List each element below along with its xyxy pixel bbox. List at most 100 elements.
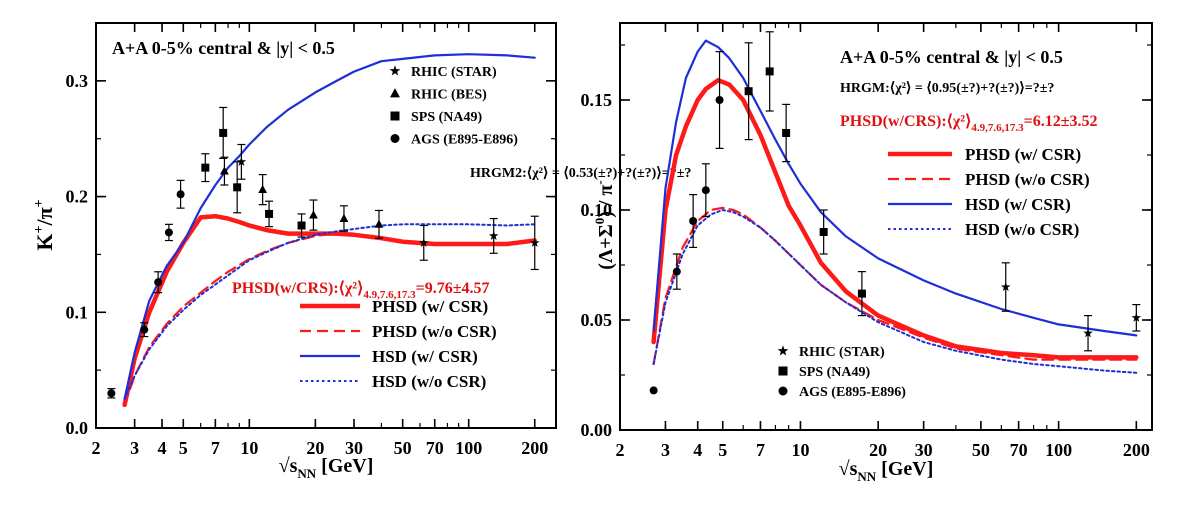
x-tick-label: 5 (718, 440, 727, 460)
data-point-triangle (309, 210, 318, 219)
data-points (107, 106, 540, 399)
x-axis-label: √sNN [GeV] (279, 455, 374, 481)
x-tick-label: 50 (972, 440, 990, 460)
y-axis-label: K+/π+ (32, 199, 57, 250)
y-tick-label: 0.0 (66, 418, 89, 438)
legend-label: HSD (w/ CSR) (965, 195, 1071, 214)
panel-right: 2 3 4 5 7 10 20 30 50 70 100 200 0.00 0.05 0.10 0.15 A+A… (581, 22, 1153, 484)
legend-marker-circle (778, 386, 788, 396)
legend-label: RHIC (STAR) (411, 65, 497, 80)
y-tick-label: 0.05 (581, 310, 613, 330)
legend-label: RHIC (BES) (411, 88, 487, 103)
x-axis-label: √sNN [GeV] (839, 458, 934, 484)
x-tick-label: 7 (756, 440, 765, 460)
legend-label: AGS (E895-E896) (411, 133, 518, 148)
data-point-circle (154, 278, 163, 287)
x-tick-label: 50 (394, 438, 412, 458)
data-point-star (1000, 282, 1011, 292)
hrgm-annotation: HRGM2:⟨χ²⟩ = ⟨0.53(±?)+?(±?)⟩=?±? (470, 166, 691, 181)
data-point-circle (672, 267, 681, 276)
x-tick-label: 3 (130, 438, 139, 458)
legend-label: HSD (w/o CSR) (372, 372, 486, 391)
y-tick-label: 0.00 (581, 420, 613, 440)
data-point-square (201, 163, 210, 172)
plot-frame (95, 22, 557, 429)
y-tick-label: 0.10 (581, 200, 613, 220)
legend-marker-triangle (390, 88, 400, 98)
data-point-square (765, 67, 774, 76)
legend-label: PHSD (w/ CSR) (965, 145, 1081, 164)
series-line-phsd-w-csr (651, 77, 1139, 360)
data-point-circle (164, 228, 173, 237)
series-line-phsd-w-o-csr (652, 206, 1138, 366)
y-tick-label: 0.15 (581, 90, 613, 110)
legend-marker-square (390, 111, 400, 121)
data-point-circle (176, 190, 185, 199)
series-line-hsd-w-csr (123, 53, 536, 401)
data-point-star (529, 237, 540, 247)
data-point-square (744, 87, 753, 96)
data-point-circle (649, 386, 658, 395)
legend-label: PHSD (w/ CSR) (372, 297, 488, 316)
y-tick-label: 0.1 (66, 302, 89, 322)
data-point-star (1083, 328, 1093, 338)
y-tick-label: 0.2 (66, 187, 89, 207)
x-tick-label: 30 (345, 438, 363, 458)
data-point-star (236, 156, 247, 166)
plot-frame (619, 22, 1153, 431)
x-tick-label: 4 (693, 440, 702, 460)
legend-marker-star (389, 65, 401, 76)
x-tick-label: 20 (306, 438, 324, 458)
x-tick-label: 30 (915, 440, 933, 460)
x-tick-label: 70 (426, 438, 444, 458)
x-tick-label: 200 (1123, 440, 1150, 460)
data-point-square (297, 221, 306, 230)
chart-title: A+A 0-5% central & |y| < 0.5 (840, 47, 1063, 67)
data-point-circle (701, 186, 710, 195)
data-point-square (233, 183, 242, 192)
legend-label: AGS (E895-E896) (799, 385, 906, 400)
phsd-chi2-annotation: PHSD(w/CRS):⟨χ²⟩4.9,7.6,17.3=6.12±3.52 (840, 113, 1098, 134)
data-points (649, 31, 1142, 395)
x-tick-label: 10 (791, 440, 809, 460)
data-point-circle (689, 217, 698, 225)
data-point-circle (715, 96, 724, 104)
model-curves (651, 39, 1139, 374)
series-line-hsd-w-o-csr (123, 223, 536, 401)
data-point-star (488, 230, 499, 240)
legend-marker-circle (390, 134, 400, 143)
data-point-square (782, 129, 791, 137)
x-tick-label: 100 (455, 438, 482, 458)
legend-marker-star (777, 345, 789, 356)
data-point-star (419, 237, 429, 247)
legend-label: HSD (w/o CSR) (965, 220, 1079, 239)
x-tick-label: 10 (240, 438, 258, 458)
data-point-square (265, 209, 274, 218)
legend-label: SPS (NA49) (799, 365, 871, 380)
legend-marker-square (778, 366, 788, 376)
x-tick-label: 20 (869, 440, 887, 460)
x-tick-label: 70 (1010, 440, 1028, 460)
data-point-square (219, 128, 228, 137)
data-point-triangle (258, 184, 268, 194)
legend-label: RHIC (STAR) (799, 345, 885, 360)
y-tick-label: 0.3 (66, 71, 89, 91)
x-tick-label: 200 (521, 438, 548, 458)
data-point-triangle (339, 213, 349, 222)
data-point-square (857, 289, 866, 298)
series-line-hsd-w-csr (652, 39, 1138, 337)
x-tick-label: 7 (211, 438, 220, 458)
x-tick-label: 5 (179, 438, 188, 458)
x-tick-label: 2 (616, 440, 625, 460)
data-point-triangle (220, 166, 229, 175)
chart-title: A+A 0-5% central & |y| < 0.5 (112, 38, 335, 58)
x-tick-label: 100 (1045, 440, 1072, 460)
y-axis-label: (Λ+Σ0) / π- (592, 180, 617, 270)
data-point-square (819, 228, 828, 236)
hrgm-annotation: HRGM:⟨χ²⟩ = ⟨0.95(±?)+?(±?)⟩=?±? (840, 81, 1054, 96)
legend-label: PHSD (w/o CSR) (965, 170, 1090, 189)
legend-label: SPS (NA49) (411, 110, 483, 125)
legend-label: PHSD (w/o CSR) (372, 322, 497, 341)
